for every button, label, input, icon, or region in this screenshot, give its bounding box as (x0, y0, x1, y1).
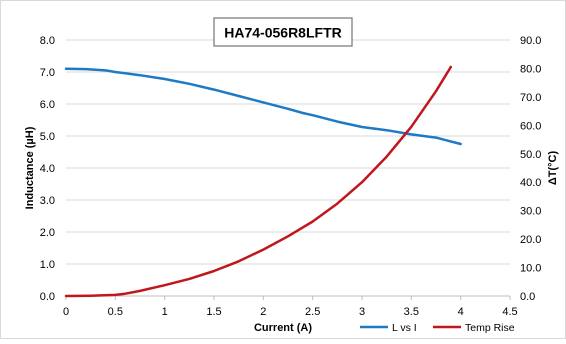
y2-axis-label: ΔT(°C) (547, 151, 559, 186)
x-tick-label: 3.5 (404, 306, 419, 318)
y2-tick-label: 20.0 (520, 234, 541, 246)
y2-tick-label: 30.0 (520, 206, 541, 218)
legend-label-temp-rise: Temp Rise (465, 322, 515, 334)
x-axis-label: Current (A) (254, 322, 312, 334)
y2-tick-label: 90.0 (520, 35, 541, 47)
y-tick-label: 1.0 (40, 259, 55, 271)
x-tick-label: 1 (162, 306, 168, 318)
y-tick-label: 0.0 (40, 291, 55, 303)
y2-tick-label: 40.0 (520, 177, 541, 189)
chart-title: HA74-056R8LFTR (224, 25, 341, 41)
x-tick-label: 1.5 (206, 306, 221, 318)
y-tick-label: 4.0 (40, 163, 55, 175)
y-tick-label: 6.0 (40, 99, 55, 111)
y2-tick-label: 50.0 (520, 149, 541, 161)
x-tick-label: 3 (359, 306, 365, 318)
y2-tick-label: 70.0 (520, 92, 541, 104)
x-tick-label: 0 (63, 306, 69, 318)
title-frame (213, 17, 353, 47)
y2-tick-label: 0.0 (520, 291, 535, 303)
x-tick-label: 2.5 (305, 306, 320, 318)
axes: 0.01.02.03.04.05.06.07.08.00.010.020.030… (40, 35, 542, 318)
y2-tick-label: 60.0 (520, 120, 541, 132)
y-tick-label: 8.0 (40, 35, 55, 47)
y-axis-label: Inductance (µH) (24, 126, 36, 209)
series-line-temp-rise (64, 65, 453, 298)
y2-tick-label: 80.0 (520, 63, 541, 75)
grid (66, 39, 510, 265)
x-tick-label: 4 (458, 306, 464, 318)
x-tick-label: 4.5 (502, 306, 517, 318)
chart-title-box: HA74-056R8LFTR (213, 17, 353, 47)
y-tick-label: 3.0 (40, 195, 55, 207)
legend-label-l-vs-i: L vs I (392, 322, 417, 334)
y-tick-label: 5.0 (40, 131, 55, 143)
legend: L vs I Temp Rise (360, 322, 515, 334)
x-tick-label: 2 (260, 306, 266, 318)
y2-tick-label: 10.0 (520, 263, 541, 275)
series-layer (64, 65, 462, 298)
y-tick-label: 2.0 (40, 227, 55, 239)
y-tick-label: 7.0 (40, 67, 55, 79)
x-tick-label: 0.5 (108, 306, 123, 318)
